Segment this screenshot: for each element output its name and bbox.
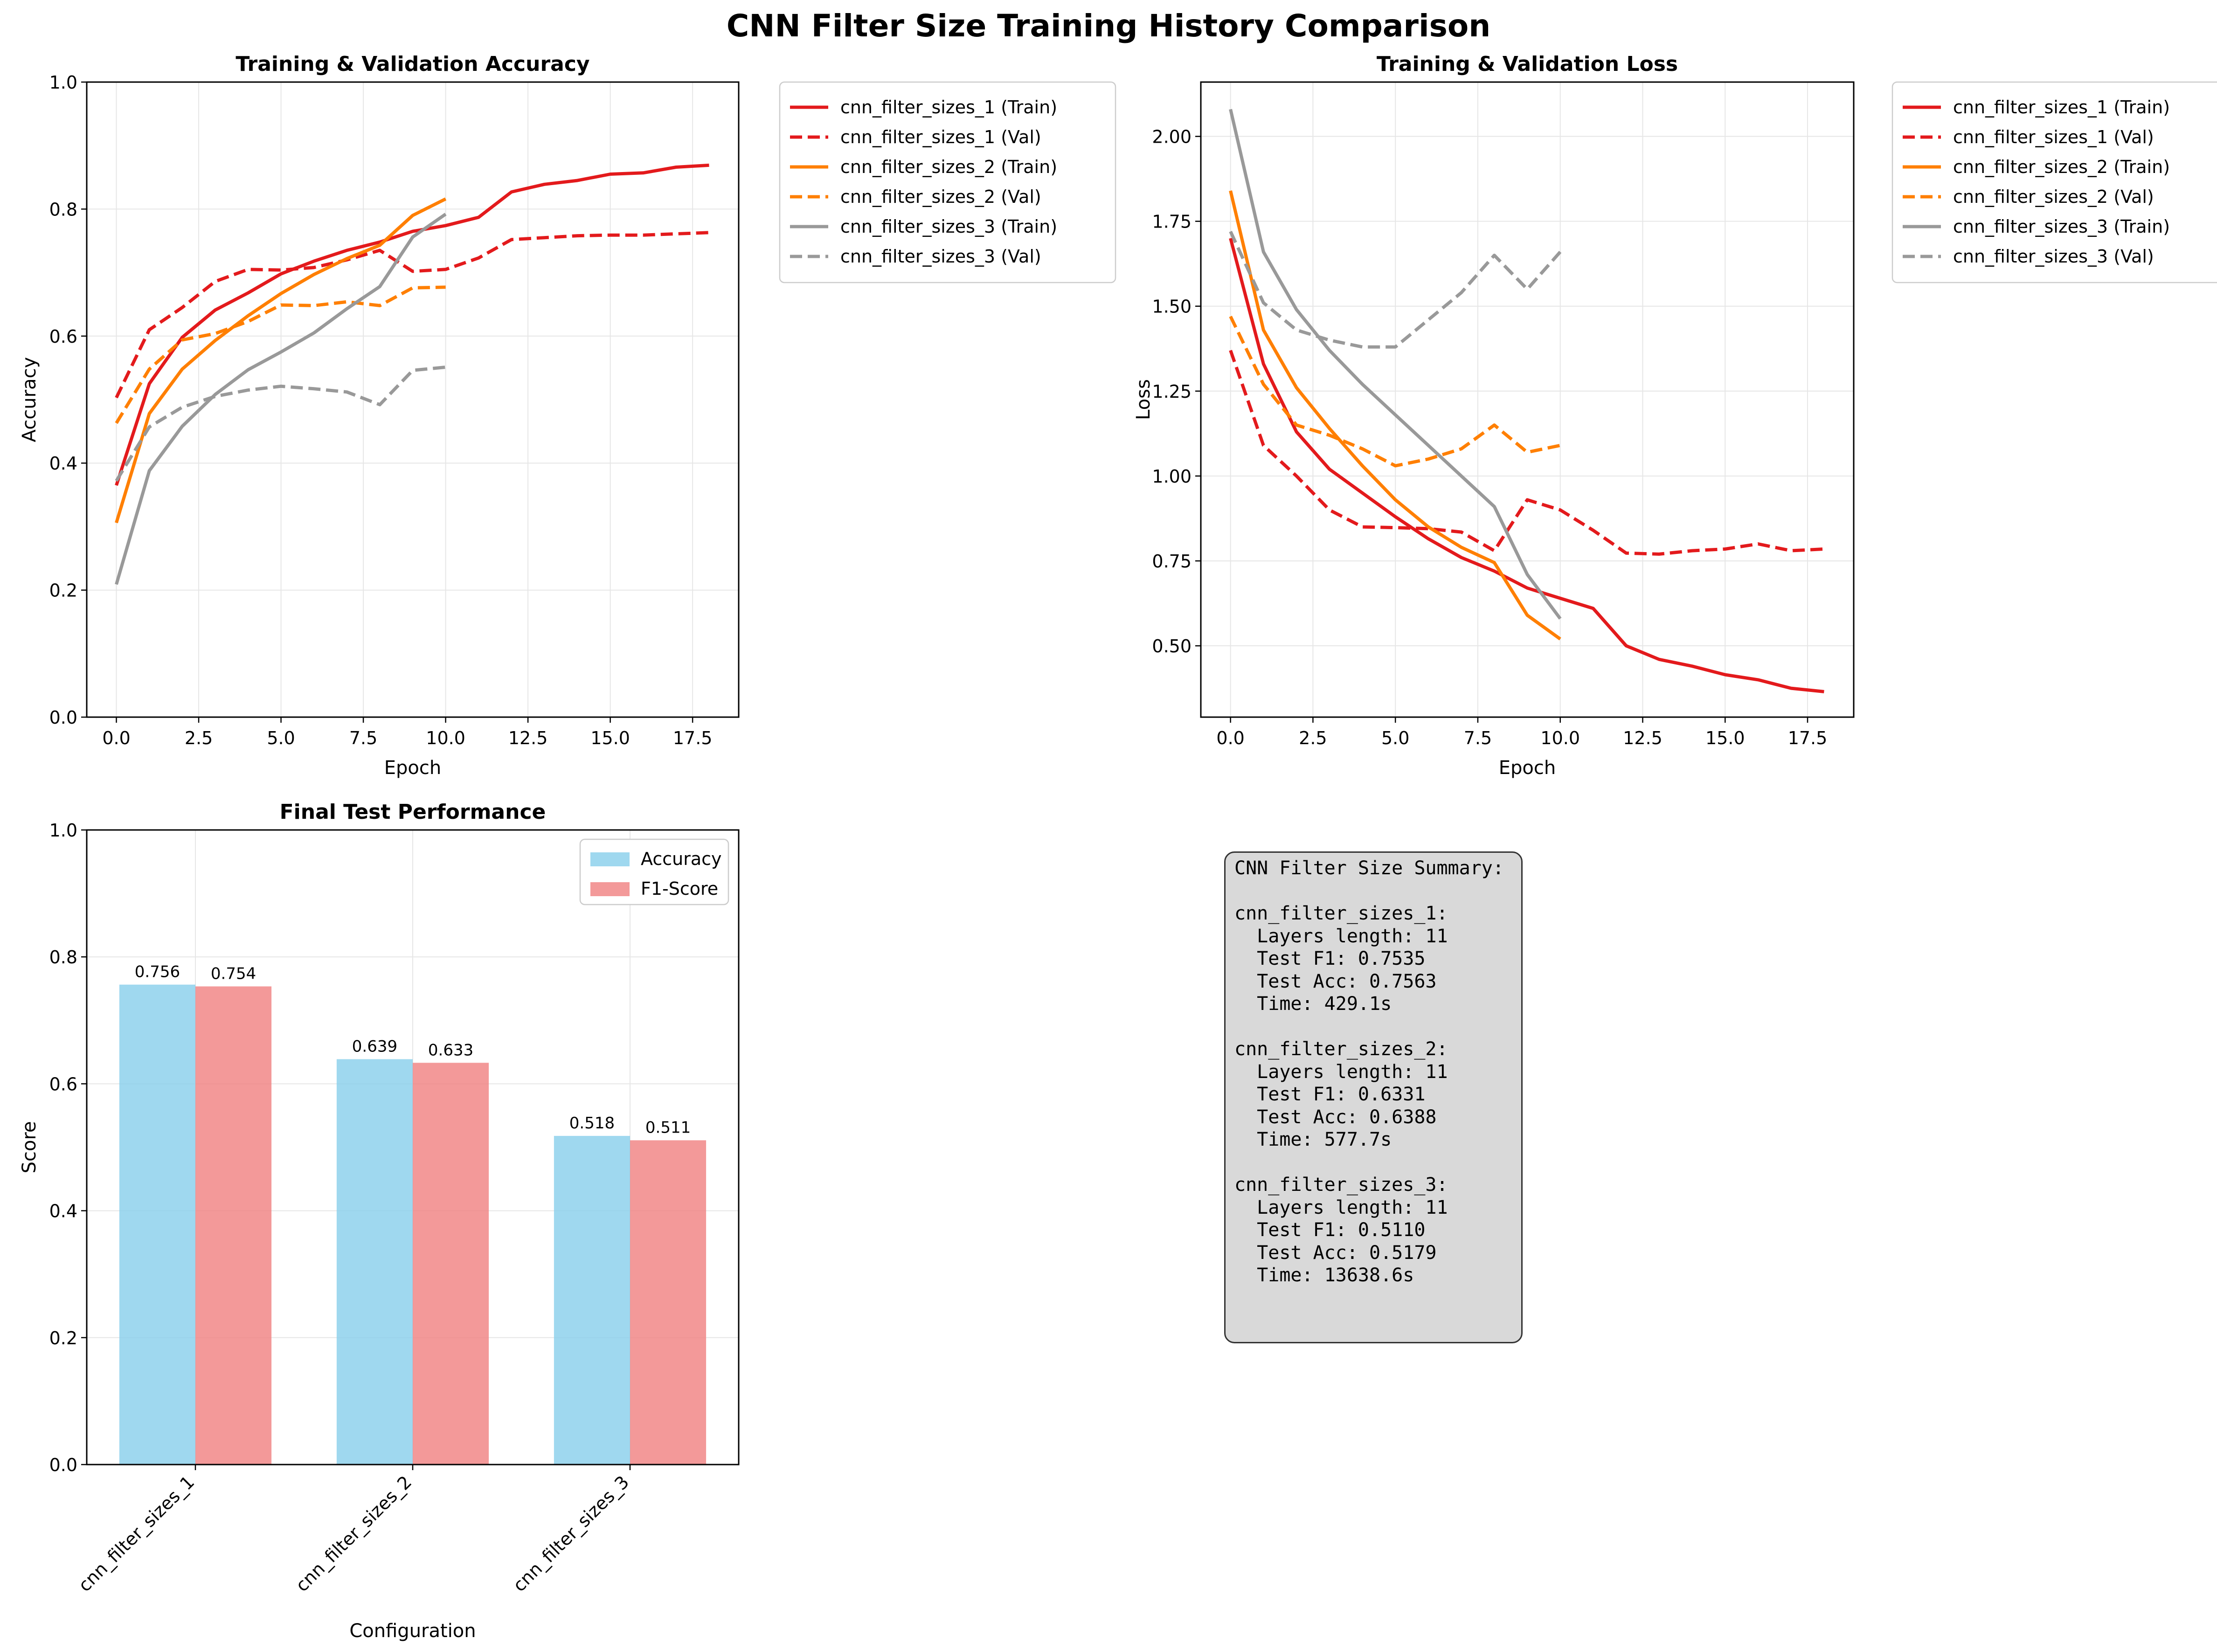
series-line [115, 366, 446, 482]
plot-frame [86, 81, 740, 718]
plot-frame [1200, 81, 1855, 718]
x-tick-label: cnn_filter_sizes_3 [509, 1472, 633, 1596]
x-tick-label: 15.0 [1705, 728, 1745, 748]
x-tick-label: 0.0 [1216, 728, 1244, 748]
legend-label: cnn_filter_sizes_2 (Train) [1953, 157, 2170, 177]
chart-title: Training & Validation Loss [1377, 52, 1678, 76]
legend-label: cnn_filter_sizes_1 (Train) [840, 97, 1057, 118]
series-line [1229, 190, 1561, 641]
y-axis-label: Accuracy [19, 357, 40, 442]
bar-value-label: 0.754 [211, 964, 256, 983]
y-tick-label: 0.4 [49, 1201, 77, 1222]
series-line [1229, 109, 1562, 620]
x-tick-label: 5.0 [1381, 728, 1409, 748]
x-tick-label: cnn_filter_sizes_1 [74, 1472, 198, 1596]
legend-box [1891, 81, 2217, 283]
x-axis-label: Epoch [1499, 757, 1556, 779]
y-tick-label: 1.50 [1152, 297, 1192, 317]
legend-label: cnn_filter_sizes_1 (Val) [840, 127, 1041, 147]
legend-box [779, 81, 1116, 283]
y-tick-label: 0.8 [49, 199, 77, 220]
series-line [1229, 238, 1824, 693]
y-tick-label: 1.0 [49, 820, 77, 841]
figure-suptitle: CNN Filter Size Training History Compari… [727, 8, 1490, 44]
legend-label: cnn_filter_sizes_2 (Val) [1953, 187, 2154, 207]
legend-label: F1-Score [641, 878, 718, 899]
x-tick-label: 10.0 [426, 728, 465, 748]
x-tick-label: 15.0 [590, 728, 630, 748]
legend-label: Accuracy [641, 849, 722, 869]
bar [630, 1140, 707, 1465]
y-tick-label: 0.0 [49, 1455, 77, 1475]
y-tick-label: 0.6 [49, 326, 77, 347]
bar-value-label: 0.518 [569, 1114, 615, 1133]
bar [119, 984, 195, 1465]
y-tick-label: 0.50 [1152, 636, 1192, 657]
legend-label: cnn_filter_sizes_1 (Val) [1953, 127, 2154, 147]
series-line [115, 231, 709, 399]
y-axis-label: Loss [1133, 379, 1154, 420]
x-axis-label: Configuration [349, 1620, 476, 1642]
y-tick-label: 0.2 [49, 1328, 77, 1348]
plot-frame [86, 829, 740, 1465]
y-tick-label: 1.25 [1152, 381, 1192, 402]
series-line [115, 163, 709, 486]
x-tick-label: 2.5 [185, 728, 213, 748]
y-tick-label: 1.0 [49, 72, 77, 93]
summary-box [1224, 851, 1523, 1343]
y-tick-label: 0.6 [49, 1074, 77, 1094]
x-tick-label: 7.5 [349, 728, 377, 748]
x-tick-label: 7.5 [1464, 728, 1492, 748]
x-tick-label: 5.0 [267, 728, 295, 748]
x-tick-label: 0.0 [102, 728, 130, 748]
x-tick-label: 10.0 [1540, 728, 1580, 748]
series-line [1229, 350, 1824, 556]
loss-chart: 0.0 2.5 5.0 7.5 10.0 12.5 15.0 17.5 0.50 0.75 1.00… [1133, 52, 2217, 779]
series-line [115, 213, 447, 585]
bar-value-label: 0.756 [135, 963, 180, 982]
legend-swatch [590, 852, 630, 866]
x-tick-label: 12.5 [508, 728, 548, 748]
series-line [1229, 316, 1561, 468]
bar [554, 1136, 630, 1465]
y-tick-label: 2.00 [1152, 127, 1192, 147]
series-line [115, 197, 447, 524]
y-tick-label: 1.00 [1152, 466, 1192, 487]
series-line [1229, 231, 1562, 349]
summary-text: CNN Filter Size Summary: cnn_filter_size… [1234, 857, 1504, 1286]
chart-title: Training & Validation Accuracy [236, 52, 589, 76]
legend-label: cnn_filter_sizes_2 (Val) [840, 187, 1041, 207]
y-tick-label: 0.8 [49, 947, 77, 968]
legend-label: cnn_filter_sizes_3 (Val) [840, 246, 1041, 267]
x-tick-label: 17.5 [673, 728, 713, 748]
legend-swatch [590, 882, 630, 896]
bar [413, 1063, 489, 1465]
legend-label: cnn_filter_sizes_3 (Val) [1953, 246, 2154, 267]
final-test-performance-chart: 0.0 0.2 0.4 0.6 0.8 1.0 Score 0.756 0.639 0.518 0.… [19, 800, 740, 1642]
bar [336, 1059, 413, 1465]
x-tick-label: 2.5 [1299, 728, 1327, 748]
x-axis-label: Epoch [384, 757, 441, 779]
y-tick-label: 0.4 [49, 453, 77, 474]
series-line [115, 285, 446, 424]
legend-label: cnn_filter_sizes_3 (Train) [840, 216, 1057, 237]
y-tick-label: 0.2 [49, 581, 77, 601]
y-tick-label: 0.0 [49, 707, 77, 728]
accuracy-chart: 0.0 2.5 5.0 7.5 10.0 12.5 15.0 17.5 0.0 0.2 0.4 0.6… [19, 52, 1116, 779]
legend-label: cnn_filter_sizes_1 (Train) [1953, 97, 2170, 118]
chart-title: Final Test Performance [280, 800, 546, 824]
legend-label: cnn_filter_sizes_2 (Train) [840, 157, 1057, 177]
legend-label: cnn_filter_sizes_3 (Train) [1953, 216, 2170, 237]
bar-value-label: 0.511 [645, 1119, 691, 1137]
bar [195, 986, 272, 1465]
y-axis-label: Score [19, 1121, 40, 1173]
x-tick-label: 17.5 [1788, 728, 1828, 748]
y-tick-label: 0.75 [1152, 551, 1192, 572]
y-tick-label: 1.75 [1152, 212, 1192, 232]
bar-value-label: 0.639 [352, 1037, 397, 1056]
x-tick-label: cnn_filter_sizes_2 [291, 1472, 416, 1596]
x-tick-label: 12.5 [1623, 728, 1663, 748]
bar-value-label: 0.633 [428, 1041, 473, 1059]
